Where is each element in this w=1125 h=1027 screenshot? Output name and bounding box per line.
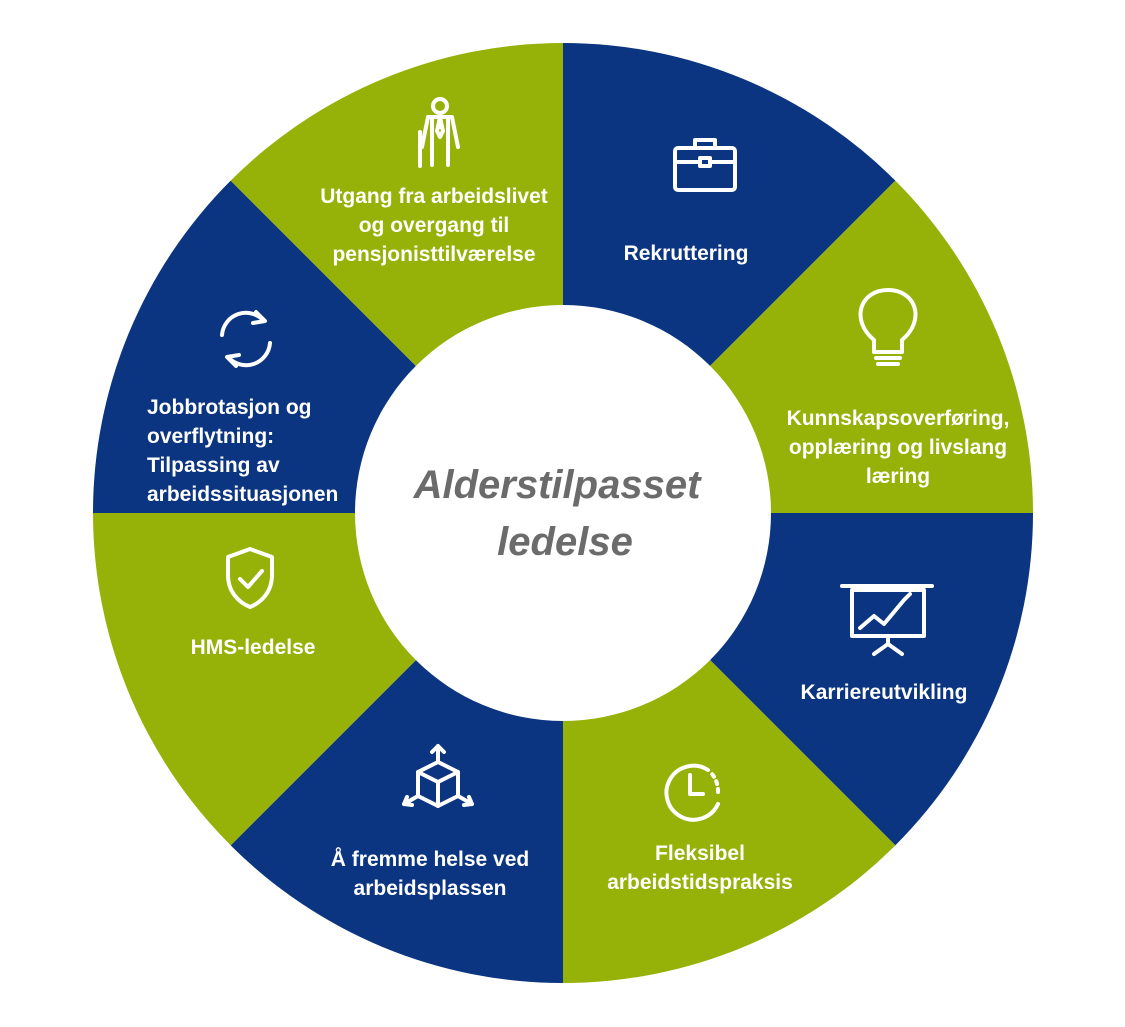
label-jobbrotasjon-line1: Jobbrotasjon og <box>147 396 312 419</box>
shield-check-icon <box>226 547 274 609</box>
cube-arrows-icon <box>402 744 474 808</box>
label-jobbrotasjon-line4: arbeidssituasjonen <box>147 483 338 506</box>
labels-layer: Rekruttering Kunnskapsoverføring, opplærin… <box>147 185 1009 900</box>
label-utgang-line3: pensjonisttilværelse <box>332 243 535 266</box>
lightbulb-icon <box>858 288 918 366</box>
center-title-line2: ledelse <box>497 520 633 564</box>
center-title-line1: Alderstilpasset <box>413 463 702 507</box>
label-utgang-line2: og overgang til <box>359 214 510 237</box>
briefcase-icon <box>673 138 737 192</box>
label-kunnskapsoverforing-line2: opplæring og livslang <box>789 436 1007 459</box>
label-fleksibel-line2: arbeidstidspraksis <box>607 871 793 894</box>
center-circle <box>355 305 771 721</box>
rotate-arrows-icon <box>220 310 272 368</box>
label-kunnskapsoverforing-line1: Kunnskapsoverføring, <box>787 407 1010 430</box>
clock-icon <box>664 763 720 822</box>
label-kunnskapsoverforing-line3: læring <box>866 465 930 488</box>
label-hms-line1: HMS-ledelse <box>191 636 316 659</box>
label-fremme-helse-line1: Å fremme helse ved <box>331 847 529 871</box>
presentation-chart-icon <box>840 584 934 656</box>
label-utgang-line1: Utgang fra arbeidslivet <box>320 185 548 208</box>
label-fremme-helse-line2: arbeidsplassen <box>354 877 507 900</box>
label-jobbrotasjon-line2: overflytning: <box>147 425 274 448</box>
label-rekruttering-line1: Rekruttering <box>624 242 749 265</box>
label-fleksibel-line1: Fleksibel <box>655 842 745 865</box>
retiree-figure-icon <box>418 97 460 168</box>
label-karriereutvikling-line1: Karriereutvikling <box>801 681 968 704</box>
label-jobbrotasjon-line3: Tilpassing av <box>147 454 280 477</box>
